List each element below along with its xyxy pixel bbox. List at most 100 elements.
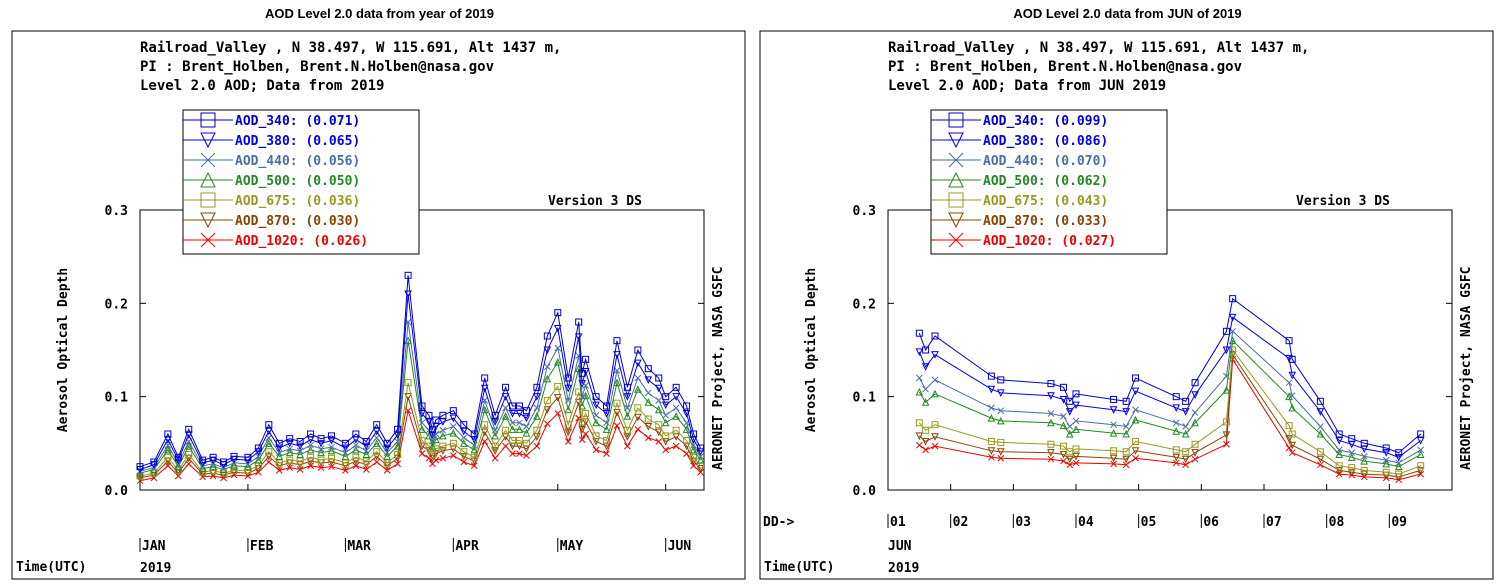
p1-point-aod-870 [533, 433, 541, 441]
p2-point-aod-675 [1288, 430, 1296, 438]
p2-point-aod-675 [997, 438, 1005, 446]
p1-point-aod-870 [439, 447, 447, 455]
p1-point-aod-870 [613, 409, 621, 417]
p1-point-aod-380 [644, 376, 653, 384]
p2-point-aod-340 [922, 346, 930, 354]
p1-point-aod-380 [459, 427, 468, 436]
p1-point-aod-440 [307, 441, 314, 449]
p1-point-aod-675 [644, 415, 652, 423]
p1-point-aod-500 [265, 439, 273, 447]
p1-point-aod-675 [509, 437, 517, 445]
p1-point-aod-380 [383, 444, 391, 453]
p1-point-aod-340 [683, 402, 691, 410]
p1-legend-label: AOD_675: (0.036) [235, 194, 360, 209]
p1-point-aod-380 [623, 393, 632, 401]
panel1-title: AOD Level 2.0 data from year of 2019 [264, 6, 495, 21]
p2-legend-label: AOD_380: (0.086) [983, 134, 1108, 149]
p2-point-aod-675 [1172, 446, 1180, 454]
p1-point-aod-1020 [265, 458, 273, 466]
p1-point-aod-340 [439, 411, 447, 419]
p2-point-aod-500 [1191, 418, 1199, 427]
p1-point-aod-440 [429, 438, 436, 445]
p2-point-aod-1020 [988, 453, 995, 461]
p1-legend-label: AOD_500: (0.050) [235, 174, 360, 189]
p2-point-aod-380 [1382, 449, 1391, 457]
p2-point-aod-675 [1395, 470, 1403, 478]
p2-point-aod-340 [1110, 395, 1118, 403]
p1-xtick-label: JAN [142, 539, 166, 554]
p2-point-aod-675 [1382, 468, 1390, 476]
p2-ytick-label: 0.2 [853, 297, 876, 312]
p2-point-aod-340 [931, 332, 939, 340]
p2-point-aod-675 [1110, 447, 1118, 455]
p1-point-aod-440 [672, 404, 680, 412]
p2-legend-box [930, 109, 1168, 255]
p1-point-aod-1020 [275, 467, 283, 474]
p2-point-aod-870 [1347, 468, 1356, 477]
p1-point-aod-380 [634, 359, 642, 368]
p1-point-aod-440 [394, 438, 401, 445]
p1-point-aod-675 [352, 453, 360, 461]
p2-point-aod-440 [1172, 419, 1180, 427]
p2-point-aod-380 [1059, 395, 1068, 404]
p2-ytick-label: 0.3 [853, 204, 876, 219]
p1-point-aod-340 [352, 430, 360, 438]
p1-point-aod-440 [439, 426, 447, 434]
p1-point-aod-1020 [418, 450, 426, 457]
p1-point-aod-340 [460, 421, 468, 429]
p2-point-aod-440 [915, 374, 923, 382]
p1-point-aod-440 [373, 434, 381, 442]
p1-point-aod-870 [501, 433, 510, 441]
p2-point-aod-1020 [1132, 454, 1139, 462]
p1-point-aod-675 [327, 454, 335, 462]
p1-point-aod-500 [672, 412, 680, 420]
p1-series-aod-500 [139, 340, 701, 474]
p2-point-aod-870 [1065, 455, 1074, 464]
p2-point-aod-380 [996, 389, 1005, 398]
p2-point-aod-675 [1285, 422, 1293, 430]
p2-xtick-label: 03 [1015, 515, 1031, 530]
p1-point-aod-1020 [439, 454, 447, 462]
panel2-header-line2: PI : Brent_Holben, Brent.N.Holben@nasa.g… [888, 59, 1242, 75]
p1-point-aod-340 [428, 425, 436, 433]
p2-point-aod-440 [1060, 412, 1067, 420]
p1-point-aod-675 [564, 421, 572, 429]
p2-point-aod-500 [1347, 453, 1356, 461]
p2-point-aod-340 [1047, 380, 1055, 388]
p2-point-aod-340 [1288, 355, 1296, 363]
panel2-time-label: Time(UTC) [764, 560, 834, 575]
p1-point-aod-1020 [662, 446, 670, 454]
p1-point-aod-500 [480, 405, 489, 414]
p1-point-aod-340 [209, 453, 217, 461]
p2-point-aod-380 [1191, 391, 1199, 399]
p1-point-aod-1020 [543, 420, 551, 428]
p2-point-aod-440 [1417, 446, 1425, 454]
panel1-time-label: Time(UTC) [16, 560, 86, 575]
p1-point-aod-675 [470, 453, 478, 461]
p2-point-aod-675 [987, 437, 995, 445]
p1-point-aod-380 [275, 444, 284, 453]
p2-point-aod-440 [1285, 379, 1293, 387]
p1-point-aod-380 [254, 448, 263, 456]
p1-point-aod-500 [393, 442, 402, 450]
p1-point-aod-500 [592, 418, 600, 427]
p2-point-aod-675 [1182, 448, 1190, 456]
p1-point-aod-870 [404, 393, 412, 401]
p1-point-aod-380 [317, 439, 325, 448]
p1-point-aod-870 [265, 452, 273, 461]
p1-point-aod-870 [393, 454, 402, 463]
p2-point-aod-340 [1059, 383, 1067, 391]
p2-xtick-label: 04 [1078, 515, 1094, 530]
p1-point-aod-500 [296, 450, 304, 459]
p1-point-aod-870 [672, 433, 680, 441]
p2-point-aod-440 [1335, 446, 1343, 454]
panel2-header-line3: Level 2.0 AOD; Data from JUN 2019 [888, 78, 1166, 94]
p1-point-aod-675 [164, 453, 172, 461]
p1-point-aod-500 [275, 452, 284, 460]
p1-point-aod-340 [307, 430, 315, 438]
p1-point-aod-340 [164, 430, 172, 438]
p1-point-aod-340 [404, 271, 412, 279]
p1-point-aod-340 [362, 437, 370, 445]
p1-point-aod-380 [578, 380, 586, 388]
p1-point-aod-675 [185, 451, 193, 459]
